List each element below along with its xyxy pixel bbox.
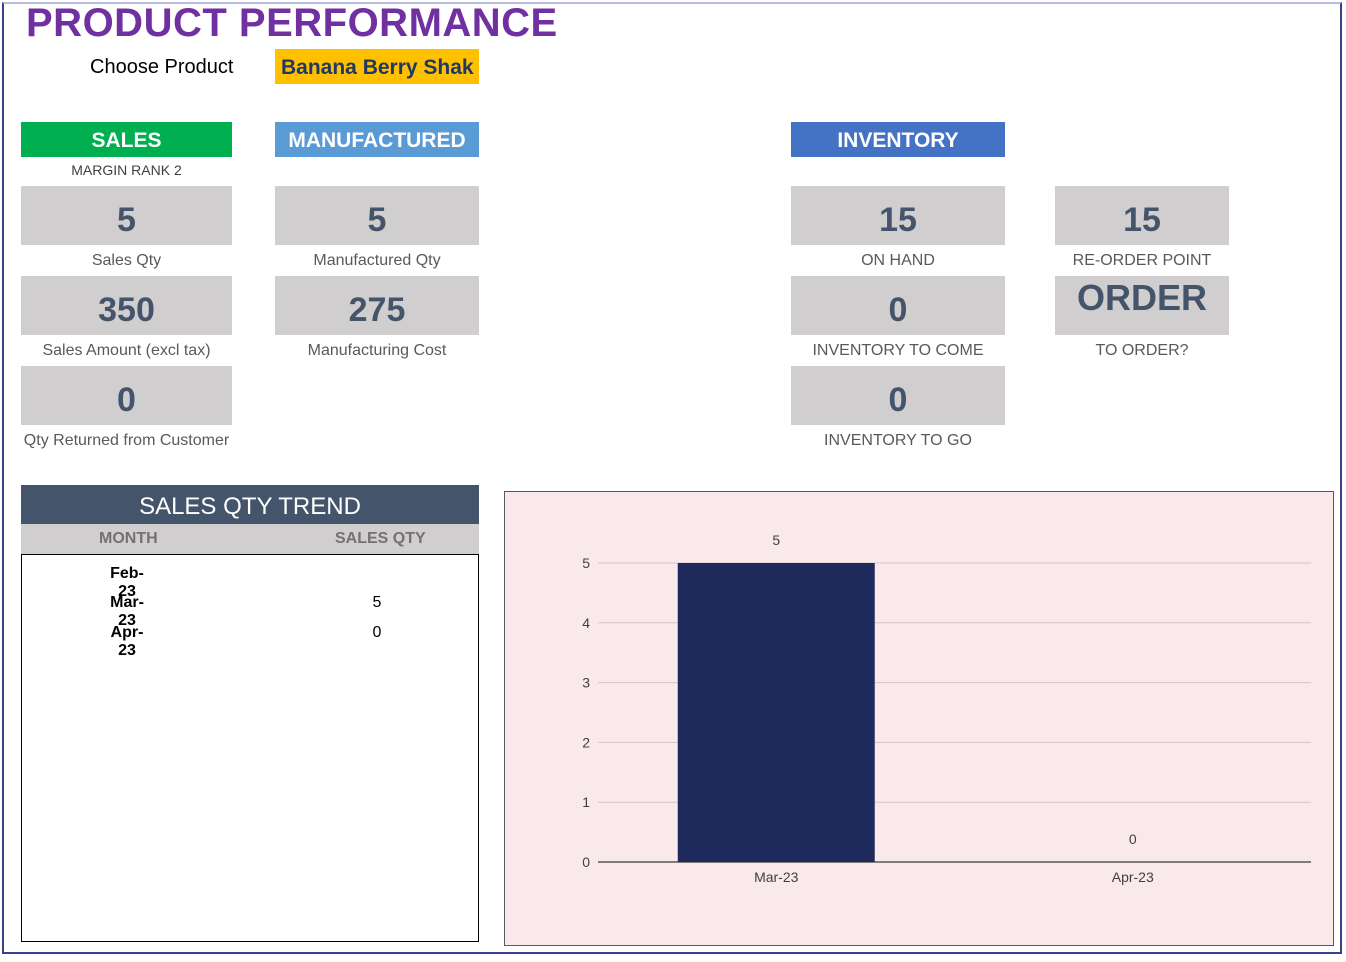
to-order-label: TO ORDER?: [1095, 342, 1189, 359]
y-tick-label: 4: [582, 615, 590, 631]
on-hand-value: 15: [791, 186, 1005, 245]
chart-svg: 0 1 2 3 4 5 5 Mar-23 0 Apr-23: [582, 532, 1311, 885]
bar: [677, 563, 875, 862]
column-sales-qty: SALES QTY: [335, 530, 426, 547]
inventory-header: INVENTORY: [791, 122, 1005, 157]
manufacturing-cost-value: 275: [275, 276, 479, 335]
sales-qty-value: 5: [21, 186, 232, 245]
reorder-point-value: 15: [1055, 186, 1229, 245]
page-title: PRODUCT PERFORMANCE: [26, 1, 558, 45]
manufactured-header: MANUFACTURED: [275, 122, 479, 157]
column-month: MONTH: [99, 530, 158, 547]
trend-column-headers: MONTH SALES QTY: [21, 524, 479, 554]
data-label: 5: [772, 532, 780, 548]
sales-amount-label: Sales Amount (excl tax): [42, 342, 211, 359]
manufactured-qty-label: Manufactured Qty: [313, 252, 441, 269]
y-tick-label: 2: [582, 734, 590, 750]
table-row: Feb-23: [22, 565, 478, 600]
sales-header: SALES: [21, 122, 232, 157]
y-tick-label: 5: [582, 555, 590, 571]
reorder-point-label: RE-ORDER POINT: [1072, 252, 1212, 269]
inventory-to-come-label: INVENTORY TO COME: [812, 342, 984, 359]
product-select[interactable]: Banana Berry Shak: [275, 49, 479, 84]
row-month: Mar-23: [110, 594, 144, 629]
table-row: Mar-23 5: [22, 594, 478, 629]
x-tick-label: Apr-23: [1112, 869, 1154, 885]
x-tick-label: Mar-23: [754, 869, 799, 885]
inventory-to-come-value: 0: [791, 276, 1005, 335]
qty-returned-label: Qty Returned from Customer: [23, 432, 230, 449]
manufactured-qty-value: 5: [275, 186, 479, 245]
table-row: Apr-23 0: [22, 624, 478, 659]
y-tick-label: 1: [582, 794, 590, 810]
inventory-to-go-value: 0: [791, 366, 1005, 425]
on-hand-label: ON HAND: [861, 252, 935, 269]
to-order-value: ORDER: [1055, 276, 1229, 335]
qty-returned-value: 0: [21, 366, 232, 425]
margin-rank: MARGIN RANK 2: [71, 162, 182, 178]
choose-product-label: Choose Product: [90, 56, 234, 78]
y-tick-label: 3: [582, 675, 590, 691]
sales-qty-chart: 0 1 2 3 4 5 5 Mar-23 0 Apr-23: [504, 491, 1334, 946]
row-month: Feb-23: [110, 565, 144, 600]
row-qty: 0: [372, 624, 382, 641]
sales-qty-trend-header: SALES QTY TREND: [21, 485, 479, 524]
data-label: 0: [1129, 831, 1137, 847]
trend-table: Feb-23 Mar-23 5 Apr-23 0: [21, 554, 479, 942]
row-month: Apr-23: [110, 624, 144, 659]
sales-qty-label: Sales Qty: [91, 252, 162, 269]
manufacturing-cost-label: Manufacturing Cost: [307, 342, 447, 359]
sales-amount-value: 350: [21, 276, 232, 335]
row-qty: 5: [372, 594, 382, 611]
inventory-to-go-label: INVENTORY TO GO: [824, 432, 972, 449]
y-tick-label: 0: [582, 854, 590, 870]
